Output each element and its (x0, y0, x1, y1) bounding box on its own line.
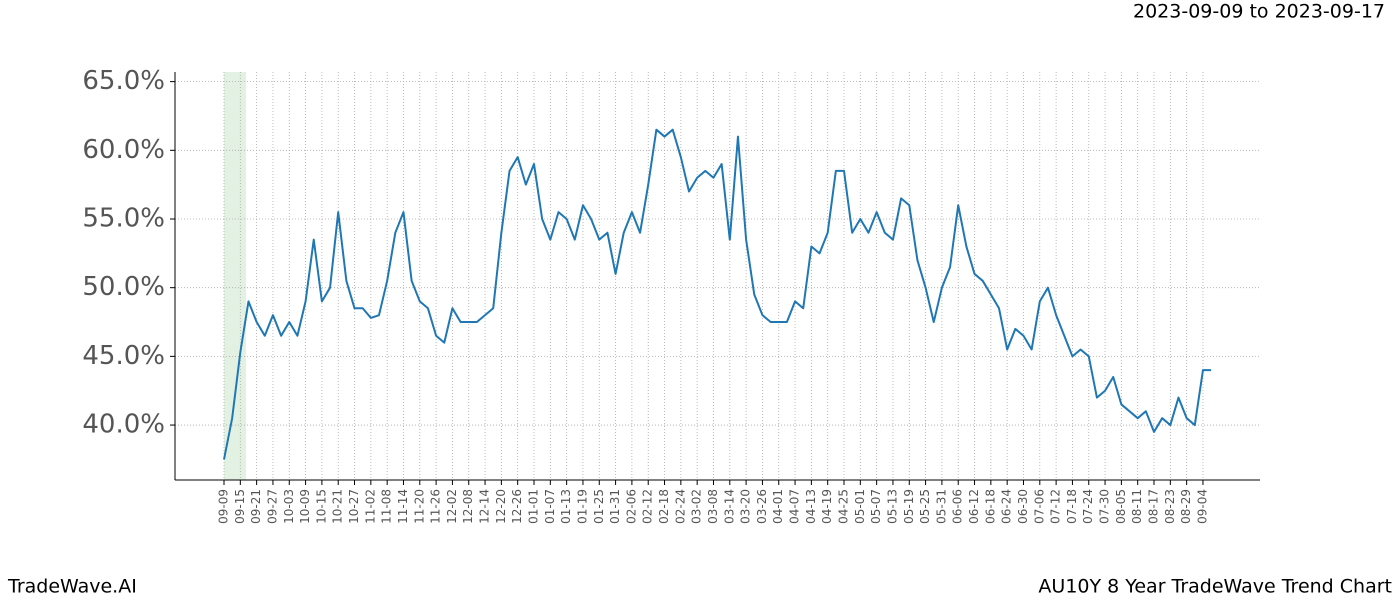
x-tick-label: 05-19 (902, 489, 916, 524)
x-tick-label: 02-06 (624, 489, 638, 524)
y-tick-label: 45.0% (82, 341, 165, 371)
x-tick-label: 06-24 (1000, 489, 1014, 524)
x-tick-label: 01-19 (575, 489, 589, 524)
brand: TradeWave.AI (7, 576, 137, 598)
x-tick-label: 04-01 (771, 489, 785, 524)
x-tick-label: 09-04 (1195, 489, 1209, 524)
x-tick-label: 03-14 (722, 489, 736, 524)
x-tick-label: 06-18 (983, 489, 997, 524)
x-tick-label: 05-07 (869, 489, 883, 524)
x-tick-label: 02-12 (641, 489, 655, 524)
x-tick-label: 11-02 (363, 489, 377, 524)
x-tick-label: 06-30 (1016, 489, 1030, 524)
x-tick-label: 04-07 (788, 489, 802, 524)
x-tick-label: 10-27 (347, 489, 361, 524)
x-tick-label: 04-13 (804, 489, 818, 524)
x-tick-label: 03-26 (755, 489, 769, 524)
y-tick-label: 65.0% (82, 66, 165, 96)
x-tick-label: 12-08 (461, 489, 475, 524)
data-line (223, 128, 1212, 460)
x-tick-label: 03-02 (690, 489, 704, 524)
x-tick-label: 09-15 (233, 489, 247, 524)
x-tick-label: 09-27 (265, 489, 279, 524)
x-tick-label: 10-03 (282, 489, 296, 524)
y-tick-label: 55.0% (82, 203, 165, 233)
x-tick-label: 05-25 (918, 489, 932, 524)
x-tick-label: 12-14 (478, 489, 492, 524)
x-tick-label: 10-15 (314, 489, 328, 524)
x-tick-label: 12-02 (445, 489, 459, 524)
x-tick-label: 12-26 (510, 489, 524, 524)
x-tick-label: 03-20 (739, 489, 753, 524)
x-tick-label: 11-14 (396, 489, 410, 524)
x-tick-label: 02-24 (673, 489, 687, 524)
x-tick-label: 03-08 (706, 489, 720, 524)
x-tick-label: 07-06 (1032, 489, 1046, 524)
x-tick-label: 12-20 (494, 489, 508, 524)
x-tick-label: 05-13 (885, 489, 899, 524)
x-tick-label: 01-31 (608, 489, 622, 524)
x-tick-label: 01-07 (543, 489, 557, 524)
x-tick-label: 02-18 (657, 489, 671, 524)
x-tick-label: 06-06 (951, 489, 965, 524)
x-tick-label: 07-30 (1098, 489, 1112, 524)
x-tick-label: 06-12 (967, 489, 981, 524)
x-tick-label: 08-29 (1179, 489, 1193, 524)
x-tick-label: 07-12 (1049, 489, 1063, 524)
x-tick-label: 08-05 (1114, 489, 1128, 524)
x-tick-label: 01-01 (527, 489, 541, 524)
x-tick-label: 05-01 (853, 489, 867, 524)
x-tick-label: 10-09 (298, 489, 312, 524)
x-tick-label: 01-13 (559, 489, 573, 524)
x-tick-label: 05-31 (934, 489, 948, 524)
y-tick-label: 60.0% (82, 135, 165, 165)
x-tick-label: 01-25 (592, 489, 606, 524)
chart-title: AU10Y 8 Year TradeWave Trend Chart (1038, 576, 1392, 598)
x-tick-label: 11-20 (412, 489, 426, 524)
x-tick-label: 07-24 (1081, 489, 1095, 524)
y-tick-label: 40.0% (82, 410, 165, 440)
x-tick-label: 09-21 (249, 489, 263, 524)
x-tick-label: 04-19 (820, 489, 834, 524)
x-tick-label: 07-18 (1065, 489, 1079, 524)
x-tick-label: 11-08 (380, 489, 394, 524)
x-tick-label: 09-09 (217, 489, 231, 524)
x-tick-label: 08-11 (1130, 489, 1144, 524)
x-tick-label: 04-25 (837, 489, 851, 524)
y-tick-label: 50.0% (82, 272, 165, 302)
highlight-band (224, 72, 246, 480)
x-tick-label: 08-17 (1147, 489, 1161, 524)
x-tick-label: 11-26 (429, 489, 443, 524)
x-tick-label: 10-21 (331, 489, 345, 524)
date-range: 2023-09-09 to 2023-09-17 (1133, 1, 1385, 23)
x-tick-label: 08-23 (1163, 489, 1177, 524)
